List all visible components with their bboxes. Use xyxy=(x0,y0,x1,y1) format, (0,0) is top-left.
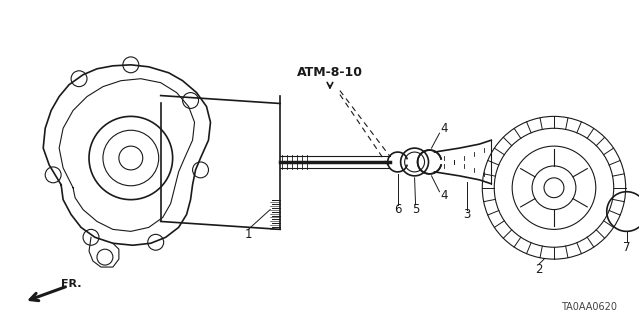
Text: 5: 5 xyxy=(412,203,419,216)
Text: FR.: FR. xyxy=(61,279,82,289)
Text: 1: 1 xyxy=(244,228,252,241)
Text: 7: 7 xyxy=(623,241,630,254)
Text: 3: 3 xyxy=(463,208,471,221)
Text: 4: 4 xyxy=(441,122,448,135)
Text: 4: 4 xyxy=(441,189,448,202)
Text: 6: 6 xyxy=(394,203,401,216)
Text: TA0AA0620: TA0AA0620 xyxy=(561,302,617,312)
Text: 2: 2 xyxy=(535,263,543,276)
Text: ATM-8-10: ATM-8-10 xyxy=(297,66,363,79)
